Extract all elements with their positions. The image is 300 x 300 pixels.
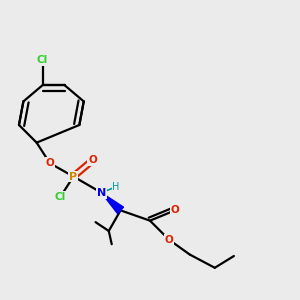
Text: O: O bbox=[165, 235, 173, 245]
Text: O: O bbox=[171, 206, 179, 215]
Text: P: P bbox=[69, 172, 77, 182]
Text: Cl: Cl bbox=[55, 192, 66, 202]
Polygon shape bbox=[101, 193, 124, 214]
Text: H: H bbox=[112, 182, 120, 192]
Text: O: O bbox=[46, 158, 54, 168]
Text: Cl: Cl bbox=[37, 55, 48, 65]
Text: O: O bbox=[88, 155, 97, 165]
Text: N: N bbox=[97, 188, 106, 198]
